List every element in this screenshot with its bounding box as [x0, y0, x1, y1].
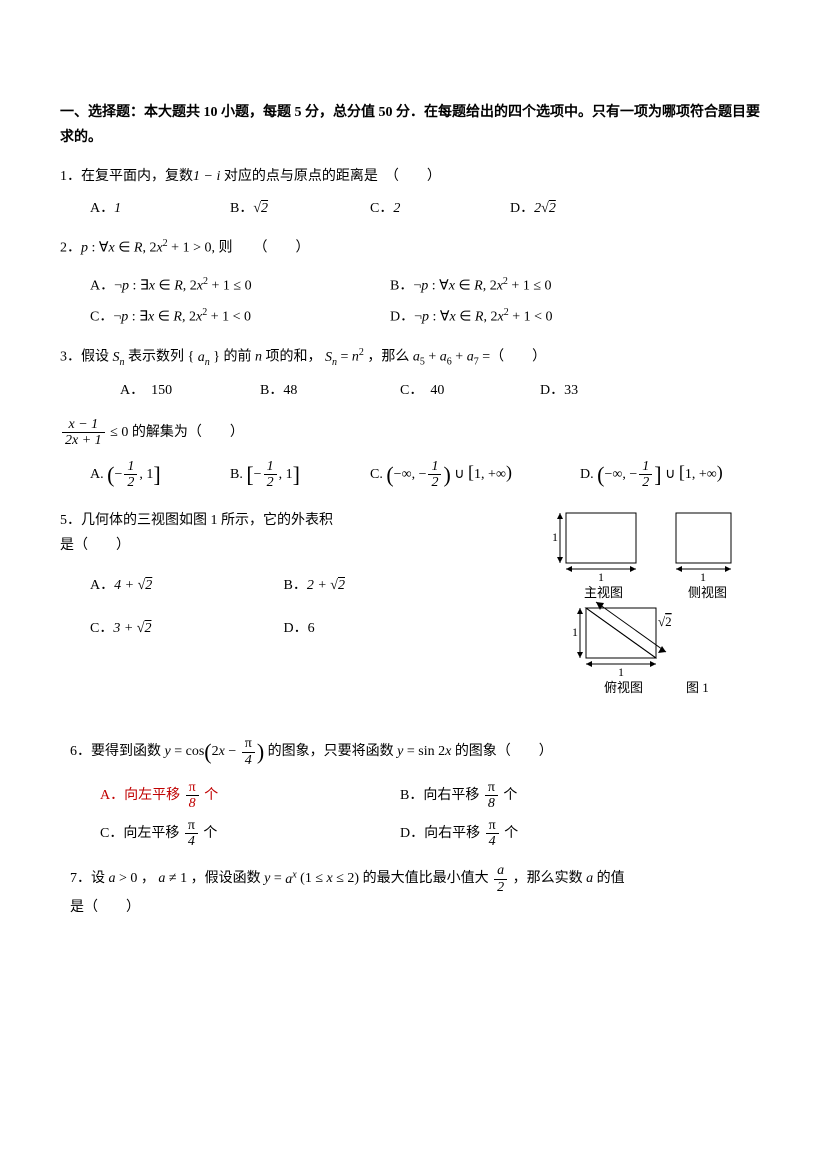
question-3: 3．假设 Sn 表示数列 { an } 的前 n 项的和， Sn = n2 ，那…	[60, 344, 766, 403]
q6-options-row2: C．向左平移 π4 个 D．向右平移 π4 个	[70, 818, 766, 850]
q6-options-row1: A．向左平移 π8 个 B．向右平移 π8 个	[70, 780, 766, 812]
question-6: 6．要得到函数 y = cos(2x − π4) 的图象，只要将函数 y = s…	[60, 732, 766, 849]
q3-opt-c: C． 40	[400, 378, 500, 403]
question-7: 7．设 a > 0 ， a ≠ 1 ，假设函数 y = ax (1 ≤ x ≤ …	[60, 863, 766, 920]
label-side: 侧视图	[688, 585, 727, 600]
q3-options: A． 150 B．48 C． 40 D．33	[60, 378, 766, 403]
label-fig: 图 1	[686, 680, 709, 695]
q4-options: A. (−12, 1] B. [−12, 1] C. (−∞, −12) ∪ […	[60, 455, 766, 495]
q2-opt-a: A．¬p : ∃x ∈ R, 2x2 + 1 ≤ 0	[90, 273, 350, 299]
q3-opt-a: A． 150	[120, 378, 220, 403]
three-views-svg: 1 1 主视图 1 侧视图	[536, 508, 766, 718]
label-main: 主视图	[584, 585, 623, 600]
q4-opt-c: C. (−∞, −12) ∪ [1, +∞)	[370, 455, 540, 495]
q6-opt-b: B．向右平移 π8 个	[400, 780, 660, 812]
q5-opt-a: A．4 + √2	[90, 573, 240, 598]
q7-stem: 7．设 a > 0 ， a ≠ 1 ，假设函数 y = ax (1 ≤ x ≤ …	[70, 863, 766, 920]
q6-opt-d: D．向右平移 π4 个	[400, 818, 660, 850]
question-5: 5．几何体的三视图如图 1 所示，它的外表积是（ ） A．4 + √2 B．2 …	[60, 508, 766, 718]
q1-opt-d: D．2√2	[510, 196, 610, 221]
q4-opt-a: A. (−12, 1]	[90, 455, 190, 495]
svg-text:1: 1	[598, 570, 604, 584]
q6-opt-c: C．向左平移 π4 个	[100, 818, 360, 850]
q4-frac: x − 1 2x + 1	[62, 417, 105, 449]
q2-options-row1: A．¬p : ∃x ∈ R, 2x2 + 1 ≤ 0 B．¬p : ∀x ∈ R…	[60, 273, 766, 299]
q2-options-row2: C．¬p : ∃x ∈ R, 2x2 + 1 < 0 D．¬p : ∀x ∈ R…	[60, 304, 766, 330]
svg-text:1: 1	[552, 530, 558, 544]
svg-text:1: 1	[700, 570, 706, 584]
q4-stem: x − 1 2x + 1 ≤ 0 的解集为（ ）	[60, 417, 766, 449]
q4-opt-b: B. [−12, 1]	[230, 455, 330, 495]
q3-opt-b: B．48	[260, 378, 360, 403]
svg-text:1: 1	[572, 625, 578, 639]
q1-opt-a: A．1	[90, 196, 190, 221]
svg-text:1: 1	[618, 665, 624, 679]
q4-opt-d: D. (−∞, −12] ∪ [1, +∞)	[580, 455, 723, 495]
q5-opt-b: B．2 + √2	[284, 578, 345, 593]
q5-opt-c: C．3 + √2	[90, 616, 240, 641]
q3-opt-d: D．33	[540, 378, 640, 403]
svg-text:√2: √2	[658, 614, 672, 629]
section-header: 一、选择题：本大题共 10 小题，每题 5 分，总分值 50 分．在每题给出的四…	[60, 100, 766, 150]
q1-stem: 1．在复平面内，复数1 − i 对应的点与原点的距离是 （ ）	[60, 164, 766, 189]
q5-figure: 1 1 主视图 1 侧视图	[536, 508, 766, 727]
q2-opt-c: C．¬p : ∃x ∈ R, 2x2 + 1 < 0	[90, 304, 350, 330]
q1-opt-c: C．2	[370, 196, 470, 221]
q1-expr: 1 − i	[193, 169, 220, 184]
q2-opt-b: B．¬p : ∀x ∈ R, 2x2 + 1 ≤ 0	[390, 273, 650, 299]
q2-opt-d: D．¬p : ∀x ∈ R, 2x2 + 1 < 0	[390, 304, 650, 330]
q3-stem: 3．假设 Sn 表示数列 { an } 的前 n 项的和， Sn = n2 ，那…	[60, 344, 766, 371]
q6-opt-a: A．向左平移 π8 个	[100, 780, 360, 812]
q6-stem: 6．要得到函数 y = cos(2x − π4) 的图象，只要将函数 y = s…	[70, 732, 766, 772]
question-4: x − 1 2x + 1 ≤ 0 的解集为（ ） A. (−12, 1] B. …	[60, 417, 766, 494]
q1-opt-b: B．√2	[230, 196, 330, 221]
q5-stem: 5．几何体的三视图如图 1 所示，它的外表积是（ ）	[60, 508, 440, 558]
question-1: 1．在复平面内，复数1 − i 对应的点与原点的距离是 （ ） A．1 B．√2…	[60, 164, 766, 220]
q1-options: A．1 B．√2 C．2 D．2√2	[60, 196, 766, 221]
q2-stem: 2．p : ∀x ∈ R, 2x2 + 1 > 0, 则 （ ）	[60, 235, 766, 261]
q5-opt-d: D．6	[284, 621, 315, 636]
label-top: 俯视图	[604, 680, 643, 695]
question-2: 2．p : ∀x ∈ R, 2x2 + 1 > 0, 则 （ ） A．¬p : …	[60, 235, 766, 331]
